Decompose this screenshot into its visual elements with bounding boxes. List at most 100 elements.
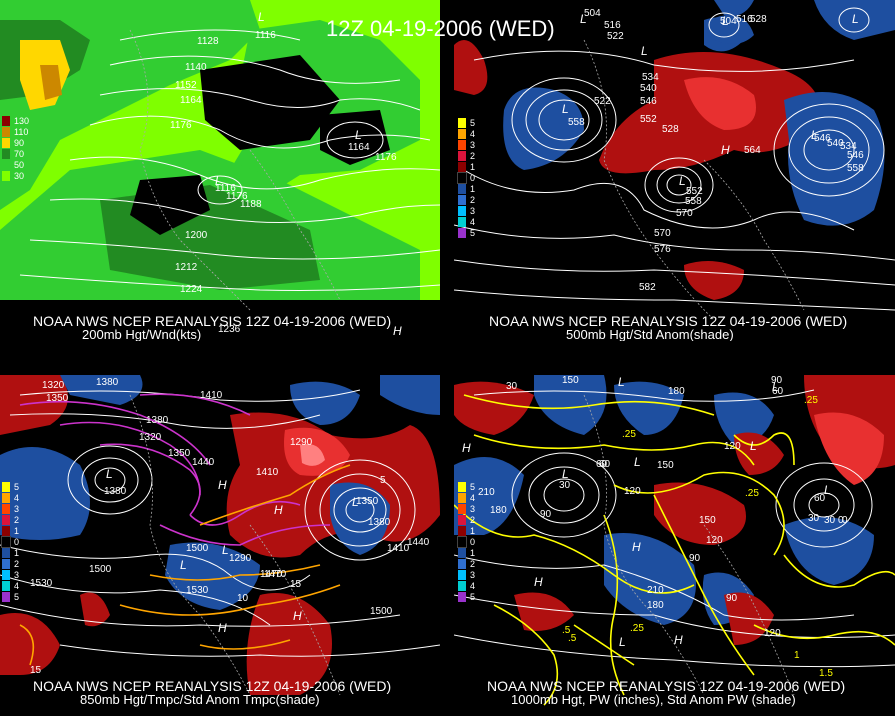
panel-1000mb-source: NOAA NWS NCEP REANALYSIS 12Z 04-19-2006 … bbox=[487, 678, 846, 694]
contour-label: 1350 bbox=[356, 496, 379, 507]
contour-label: 552 bbox=[640, 114, 657, 125]
legend-label: 2 bbox=[470, 195, 476, 205]
low-center-marker: L bbox=[352, 495, 359, 509]
contour-label: 120 bbox=[724, 441, 741, 452]
contour-label: 1350 bbox=[46, 393, 69, 404]
legend-swatch bbox=[2, 515, 10, 525]
legend-label: 90 bbox=[14, 138, 25, 148]
legend-swatch bbox=[2, 570, 10, 580]
contour-label: 1152 bbox=[175, 80, 197, 91]
contour-label: 558 bbox=[847, 163, 864, 174]
contour-label: 1164 bbox=[348, 142, 370, 153]
low-center-marker: L bbox=[580, 12, 587, 26]
contour-label: 1116 bbox=[215, 183, 236, 194]
contour-label: 210 bbox=[647, 585, 664, 596]
pw-contour-label: .25 bbox=[622, 429, 636, 440]
legend-swatch bbox=[2, 482, 10, 492]
legend-label: 3 bbox=[14, 570, 20, 580]
contour-label: 1290 bbox=[229, 553, 252, 564]
contour-label: 522 bbox=[594, 96, 611, 107]
low-center-marker: L bbox=[772, 380, 779, 394]
low-center-marker: L bbox=[852, 12, 859, 26]
contour-label: 1500 bbox=[89, 564, 112, 575]
contour-label: 1470 bbox=[264, 569, 287, 580]
contour-label: 1320 bbox=[139, 432, 162, 443]
contour-label: 1116 bbox=[255, 30, 276, 41]
contour-label: 1410 bbox=[200, 390, 223, 401]
contour-label: 30 bbox=[559, 480, 571, 491]
legend-swatch bbox=[2, 160, 10, 170]
legend-label: 50 bbox=[14, 160, 25, 170]
legend-swatch bbox=[458, 140, 466, 150]
legend-label: 130 bbox=[14, 116, 30, 126]
contour-label: 180 bbox=[668, 386, 685, 397]
contour-label: 5 bbox=[380, 475, 386, 486]
contour-label: 1500 bbox=[186, 543, 209, 554]
legend-label: 5 bbox=[470, 592, 476, 602]
legend-label: 3 bbox=[470, 504, 476, 514]
legend-label: 4 bbox=[14, 581, 20, 591]
legend-swatch bbox=[2, 559, 10, 569]
contour-label: 504 bbox=[720, 16, 737, 27]
low-center-marker: L bbox=[106, 467, 113, 481]
contour-label: 558 bbox=[685, 196, 702, 207]
legend-label: 3 bbox=[470, 570, 476, 580]
legend-swatch bbox=[2, 526, 10, 536]
legend-label: 5 bbox=[470, 482, 476, 492]
contour-label: 1176 bbox=[170, 120, 192, 131]
panel-850mb-caption: 850mb Hgt/Tmpc/Std Anom Tmpc(shade) bbox=[80, 692, 320, 707]
legend-label: 5 bbox=[14, 482, 20, 492]
contour-label: 1500 bbox=[370, 606, 393, 617]
legend-label: 1 bbox=[470, 184, 476, 194]
legend-swatch bbox=[458, 515, 466, 525]
pw-contour-label: .25 bbox=[630, 623, 644, 634]
contour-label: 552 bbox=[686, 186, 703, 197]
legend-label: 1 bbox=[14, 526, 20, 536]
panel-200mb-caption: 200mb Hgt/Wnd(kts) bbox=[82, 327, 202, 341]
contour-label: 1470 bbox=[260, 569, 283, 580]
contour-label: 534 bbox=[642, 72, 659, 83]
contour-label: 0 bbox=[838, 515, 844, 526]
contour-label: 90 bbox=[771, 375, 783, 386]
pw-contour-label: 1 bbox=[794, 650, 800, 661]
legend-swatch bbox=[458, 526, 466, 536]
contour-label: 564 bbox=[744, 145, 761, 156]
legend-swatch bbox=[458, 493, 466, 503]
pw-contour-label: 1.5 bbox=[819, 668, 833, 679]
legend-swatch bbox=[458, 570, 466, 580]
low-center-marker: L bbox=[750, 439, 757, 453]
contour-label: 1212 bbox=[175, 262, 198, 273]
panel-200mb: 130 110 90 70 50 30 1128 1116 1140 1152 1164 … bbox=[0, 0, 440, 341]
legend-label: 2 bbox=[470, 151, 476, 161]
legend-swatch bbox=[458, 482, 466, 492]
panel-1000mb-map bbox=[454, 375, 895, 716]
contour-label: 516 bbox=[604, 20, 621, 31]
contour-label: 1140 bbox=[185, 62, 207, 73]
panel-200mb-source: NOAA NWS NCEP REANALYSIS 12Z 04-19-2006 … bbox=[33, 313, 392, 329]
legend-swatch bbox=[2, 581, 10, 591]
high-center-marker: H bbox=[632, 540, 641, 554]
legend-label: 2 bbox=[14, 515, 20, 525]
legend-label: 30 bbox=[14, 171, 25, 181]
legend-swatch bbox=[458, 592, 466, 602]
legend-swatch bbox=[2, 171, 10, 181]
contour-label: 540 bbox=[827, 138, 844, 149]
low-center-marker: L bbox=[562, 467, 569, 481]
contour-label: 1440 bbox=[192, 457, 215, 468]
high-center-marker: H bbox=[293, 609, 302, 623]
legend-swatch bbox=[458, 559, 466, 569]
contour-label: 90 bbox=[726, 593, 738, 604]
contour-label: 1380 bbox=[96, 377, 119, 388]
legend-swatch bbox=[458, 581, 466, 591]
legend-label: 5 bbox=[470, 118, 476, 128]
legend-swatch bbox=[458, 548, 466, 558]
legend-swatch bbox=[1, 536, 11, 548]
legend-label: 5 bbox=[14, 592, 20, 602]
legend-swatch bbox=[458, 129, 466, 139]
legend-label: 4 bbox=[470, 493, 476, 503]
pw-contour-label: .5 bbox=[568, 633, 577, 644]
legend-swatch bbox=[457, 536, 467, 548]
contour-label: 546 bbox=[814, 133, 831, 144]
contour-label: 150 bbox=[699, 515, 716, 526]
